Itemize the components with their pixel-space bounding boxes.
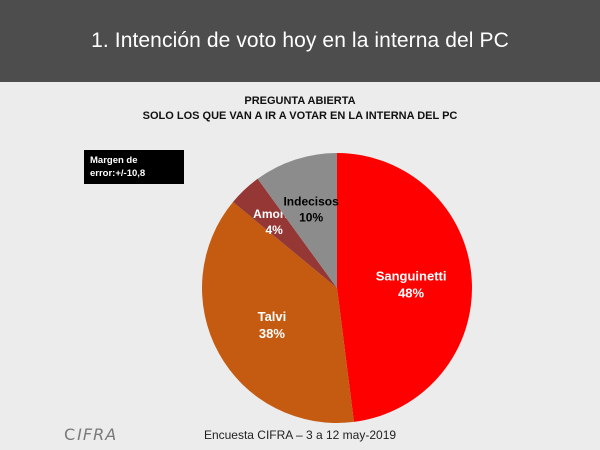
chart-subtitle: PREGUNTA ABIERTA SOLO LOS QUE VAN A IR A… [0, 94, 600, 124]
margin-line-1: Margen de [90, 155, 138, 166]
pie-slice-amor-n [232, 178, 337, 288]
pie-slice-talvi [202, 201, 354, 423]
slice-label-indecisos: Indecisos [283, 194, 339, 208]
title-bar: 1. Intención de voto hoy en la interna d… [0, 0, 600, 82]
cifra-logo: CIFRA [64, 425, 117, 444]
subtitle-line-1: PREGUNTA ABIERTA [244, 95, 356, 107]
source-footnote: Encuesta CIFRA – 3 a 12 may-2019 [203, 428, 397, 442]
cifra-logo-text: IFRA [77, 425, 118, 444]
margin-line-2: error:+/-10,8 [90, 168, 146, 179]
subtitle-line-2: SOLO LOS QUE VAN A IR A VOTAR EN LA INTE… [142, 110, 458, 122]
slice-value-talvi: 38% [259, 326, 285, 341]
pie-slice-indecisos [257, 153, 337, 288]
slice-value-amor-n: 4% [265, 223, 283, 237]
slice-value-sanguinetti: 48% [398, 285, 424, 300]
slice-label-talvi: Talvi [258, 309, 287, 324]
slice-value-indecisos: 10% [299, 210, 323, 224]
slice-label-sanguinetti: Sanguinetti [376, 268, 447, 283]
pie-slice-sanguinetti [337, 153, 473, 422]
cifra-logo-mark: C [64, 425, 77, 444]
page-title: 1. Intención de voto hoy en la interna d… [91, 29, 509, 52]
margin-of-error-box: Margen de error:+/-10,8 [84, 150, 184, 184]
